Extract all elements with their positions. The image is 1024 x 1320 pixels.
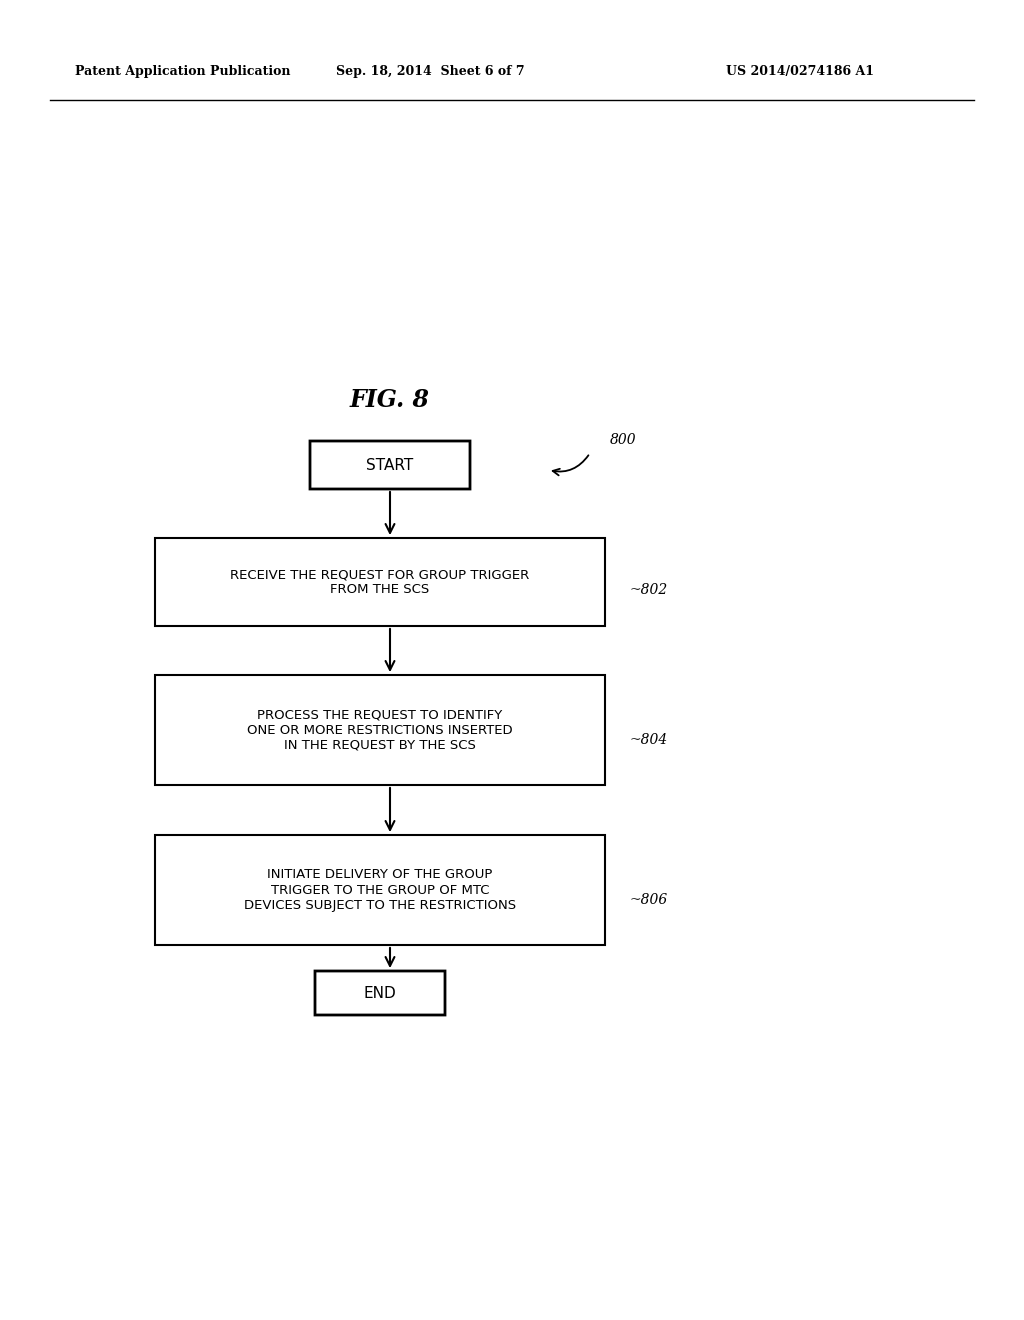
Text: Patent Application Publication: Patent Application Publication bbox=[75, 66, 291, 78]
Text: ~806: ~806 bbox=[630, 894, 669, 907]
Text: US 2014/0274186 A1: US 2014/0274186 A1 bbox=[726, 66, 874, 78]
Text: ~802: ~802 bbox=[630, 583, 669, 597]
Bar bbox=[155, 836, 605, 945]
Text: RECEIVE THE REQUEST FOR GROUP TRIGGER
FROM THE SCS: RECEIVE THE REQUEST FOR GROUP TRIGGER FR… bbox=[230, 568, 529, 597]
Bar bbox=[155, 675, 605, 785]
FancyBboxPatch shape bbox=[310, 441, 470, 488]
Text: ~804: ~804 bbox=[630, 733, 669, 747]
Text: FIG. 8: FIG. 8 bbox=[350, 388, 430, 412]
FancyBboxPatch shape bbox=[315, 972, 445, 1015]
Text: START: START bbox=[367, 458, 414, 473]
Text: END: END bbox=[364, 986, 396, 1001]
Bar bbox=[155, 539, 605, 626]
Text: Sep. 18, 2014  Sheet 6 of 7: Sep. 18, 2014 Sheet 6 of 7 bbox=[336, 66, 524, 78]
Text: 800: 800 bbox=[610, 433, 637, 447]
Text: PROCESS THE REQUEST TO IDENTIFY
ONE OR MORE RESTRICTIONS INSERTED
IN THE REQUEST: PROCESS THE REQUEST TO IDENTIFY ONE OR M… bbox=[247, 709, 513, 751]
Text: INITIATE DELIVERY OF THE GROUP
TRIGGER TO THE GROUP OF MTC
DEVICES SUBJECT TO TH: INITIATE DELIVERY OF THE GROUP TRIGGER T… bbox=[244, 869, 516, 912]
